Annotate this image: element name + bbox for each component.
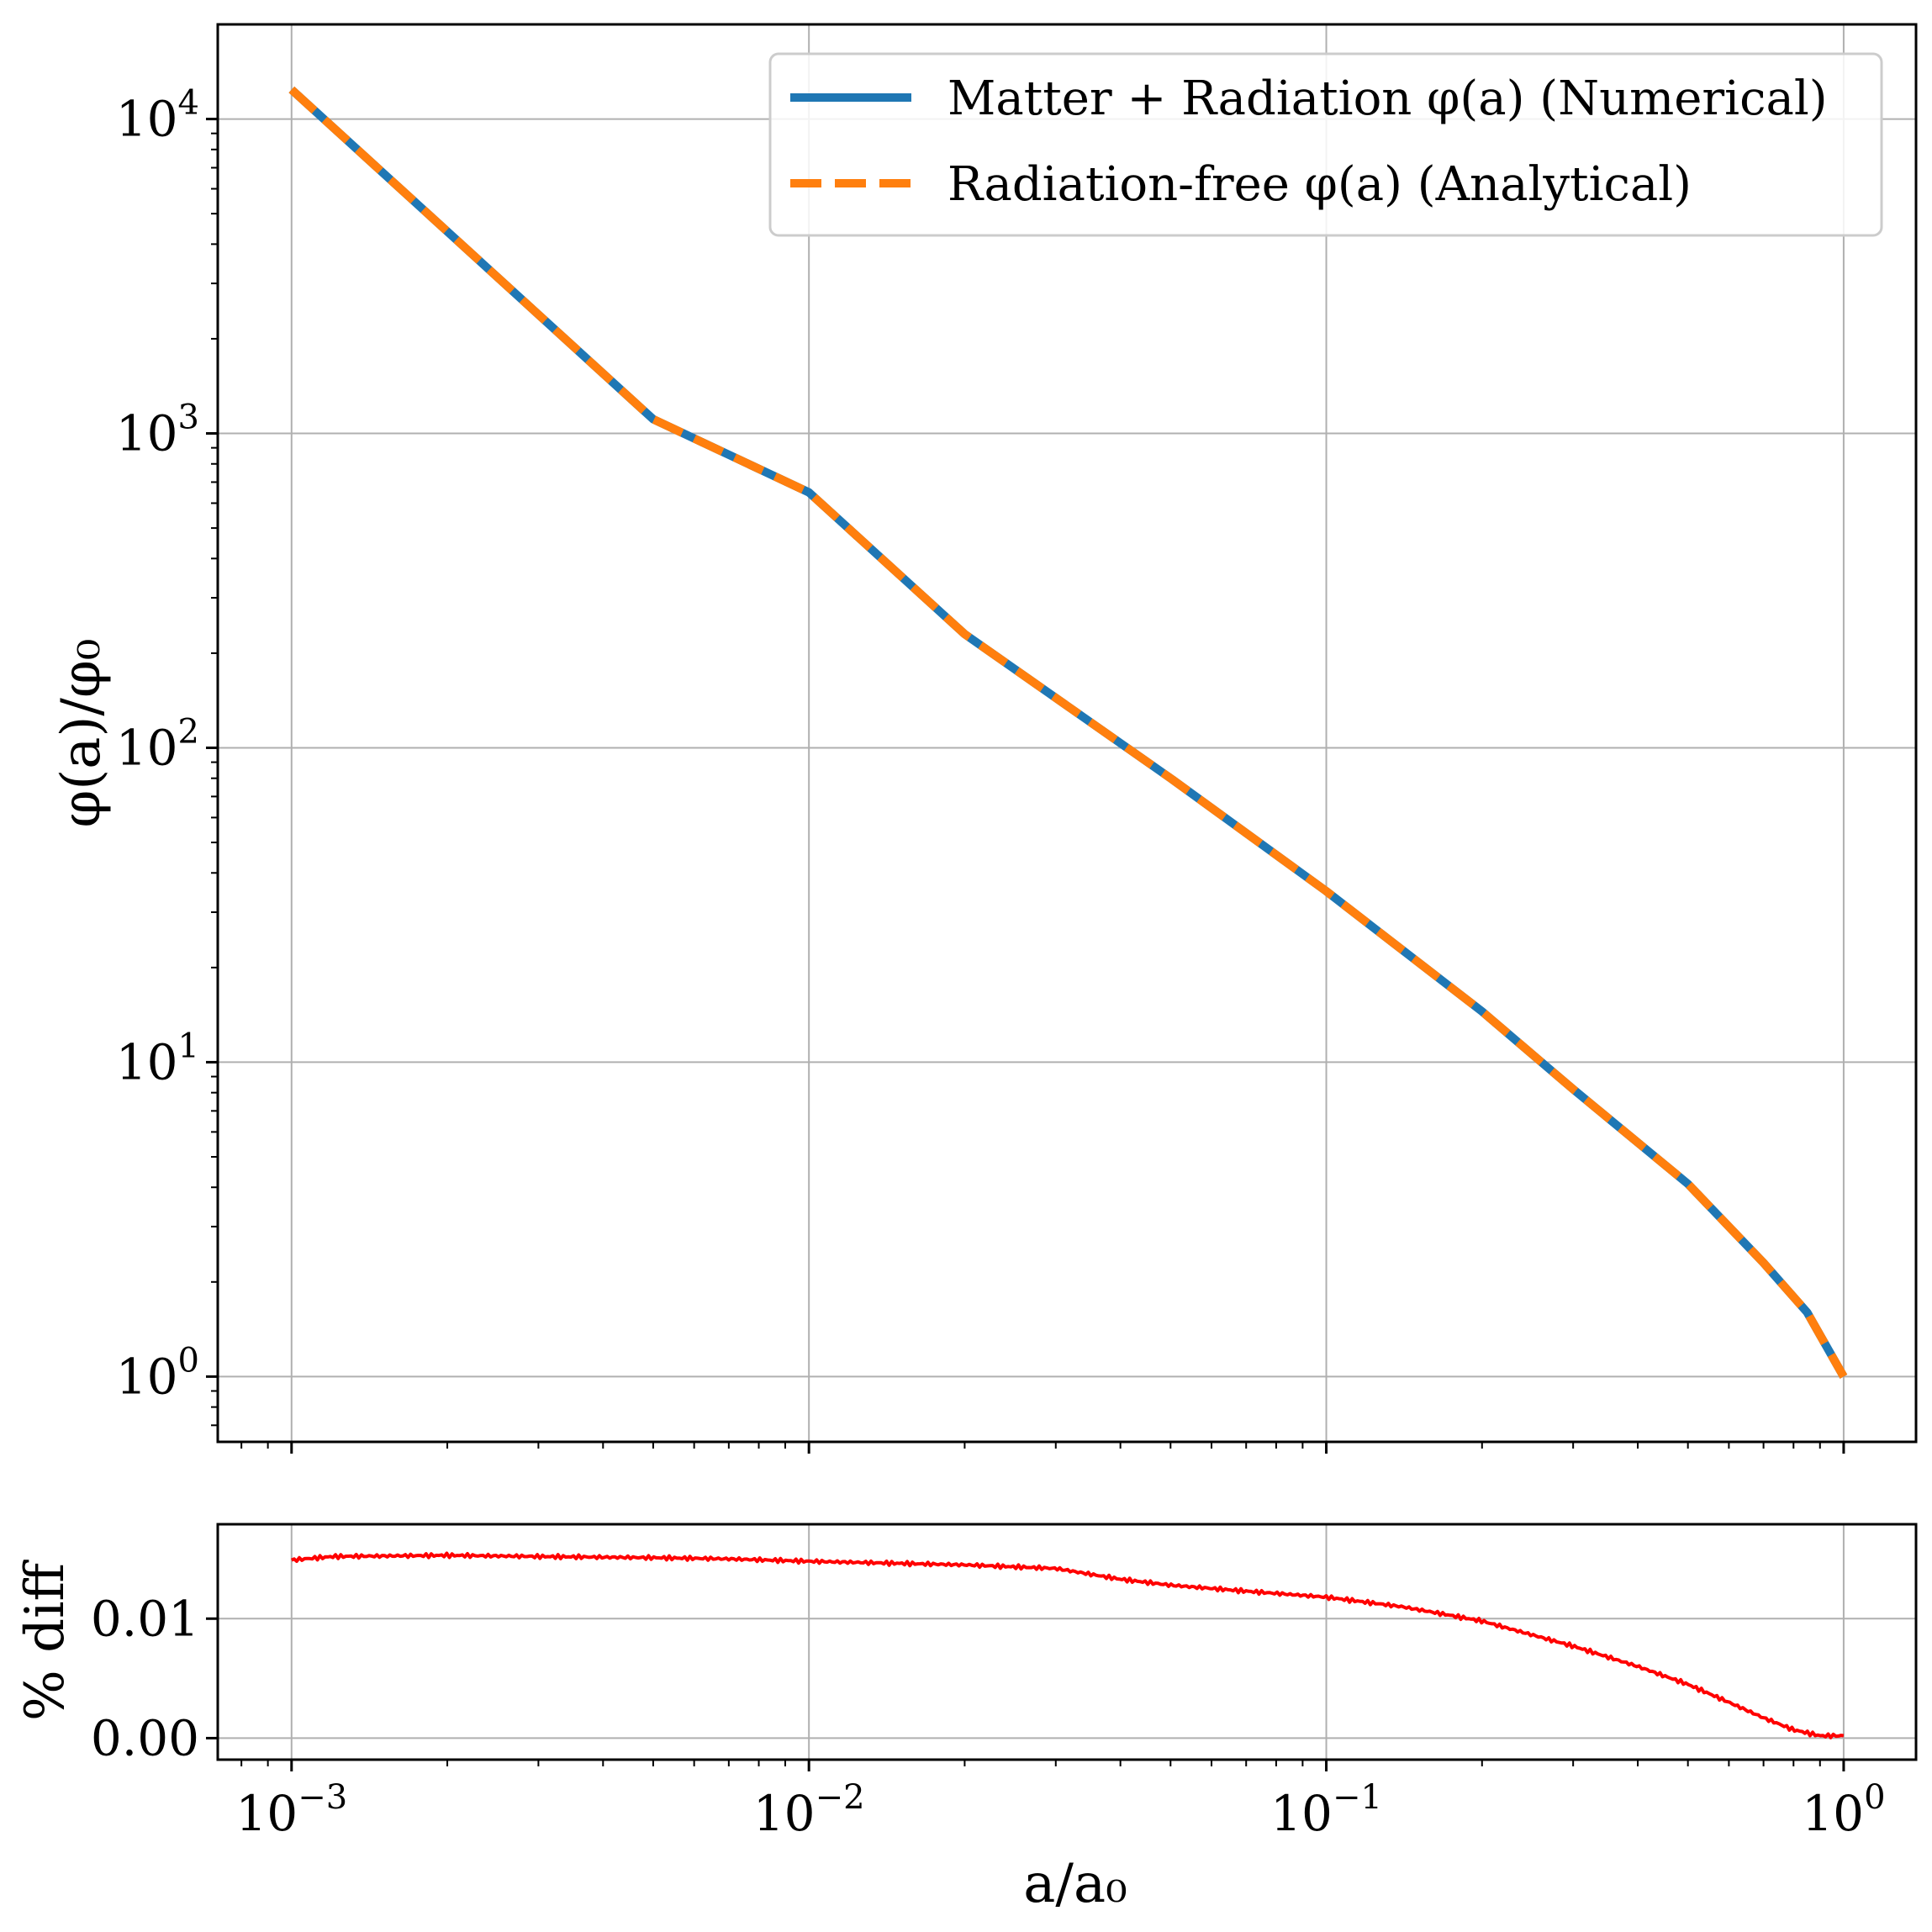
main-y-tick-label: 102 (116, 712, 199, 776)
x-axis-label: a/a₀ (1023, 1853, 1127, 1915)
legend-label-analytical: Radiation-free φ(a) (Analytical) (948, 157, 1692, 212)
legend-label-numerical: Matter + Radiation φ(a) (Numerical) (948, 71, 1828, 126)
residual-grid (218, 1524, 1916, 1760)
main-y-axis-label: φ(a)/φ₀ (50, 639, 113, 828)
main-y-tick-label: 101 (116, 1027, 199, 1090)
residual-x-tick-label: 10−1 (1270, 1778, 1382, 1842)
main-series (288, 86, 1848, 1379)
residual-axes-frame (216, 1523, 1918, 1761)
main-y-tick-label: 104 (116, 84, 199, 148)
residual-y-axis-label: % diff (14, 1559, 77, 1721)
main-y-tick-label: 100 (116, 1341, 199, 1405)
analytical-series-line (288, 86, 1848, 1379)
residual-series (291, 1551, 1845, 1739)
residual-x-tick-label: 100 (1802, 1778, 1885, 1842)
residual-y-tick-label: 0.00 (91, 1709, 199, 1766)
residual-x-tick-label: 10−3 (235, 1778, 347, 1842)
residual-x-tick-label: 10−2 (753, 1778, 865, 1842)
residual-y-tick-labels: 0.00 0.01 (91, 1590, 199, 1766)
residual-panel: 0.00 0.01 10−3 10−2 10−1 100 % diff a/a₀ (14, 1523, 1918, 1915)
main-y-tick-labels: 100 101 102 103 104 (116, 84, 199, 1406)
main-axes-frame (216, 23, 1918, 1444)
residual-y-tick-label: 0.01 (91, 1590, 199, 1647)
residual-x-tick-labels: 10−3 10−2 10−1 100 (235, 1778, 1885, 1842)
legend-frame (768, 52, 1883, 237)
main-panel: 100 101 102 103 104 Matter + Radiation φ(a) … (50, 23, 1918, 1454)
main-y-tick-label: 103 (116, 399, 199, 462)
main-minor-ticks (206, 118, 1845, 1454)
residual-series-line (291, 1551, 1845, 1739)
legend: Matter + Radiation φ(a) (Numerical) Radi… (768, 52, 1883, 237)
